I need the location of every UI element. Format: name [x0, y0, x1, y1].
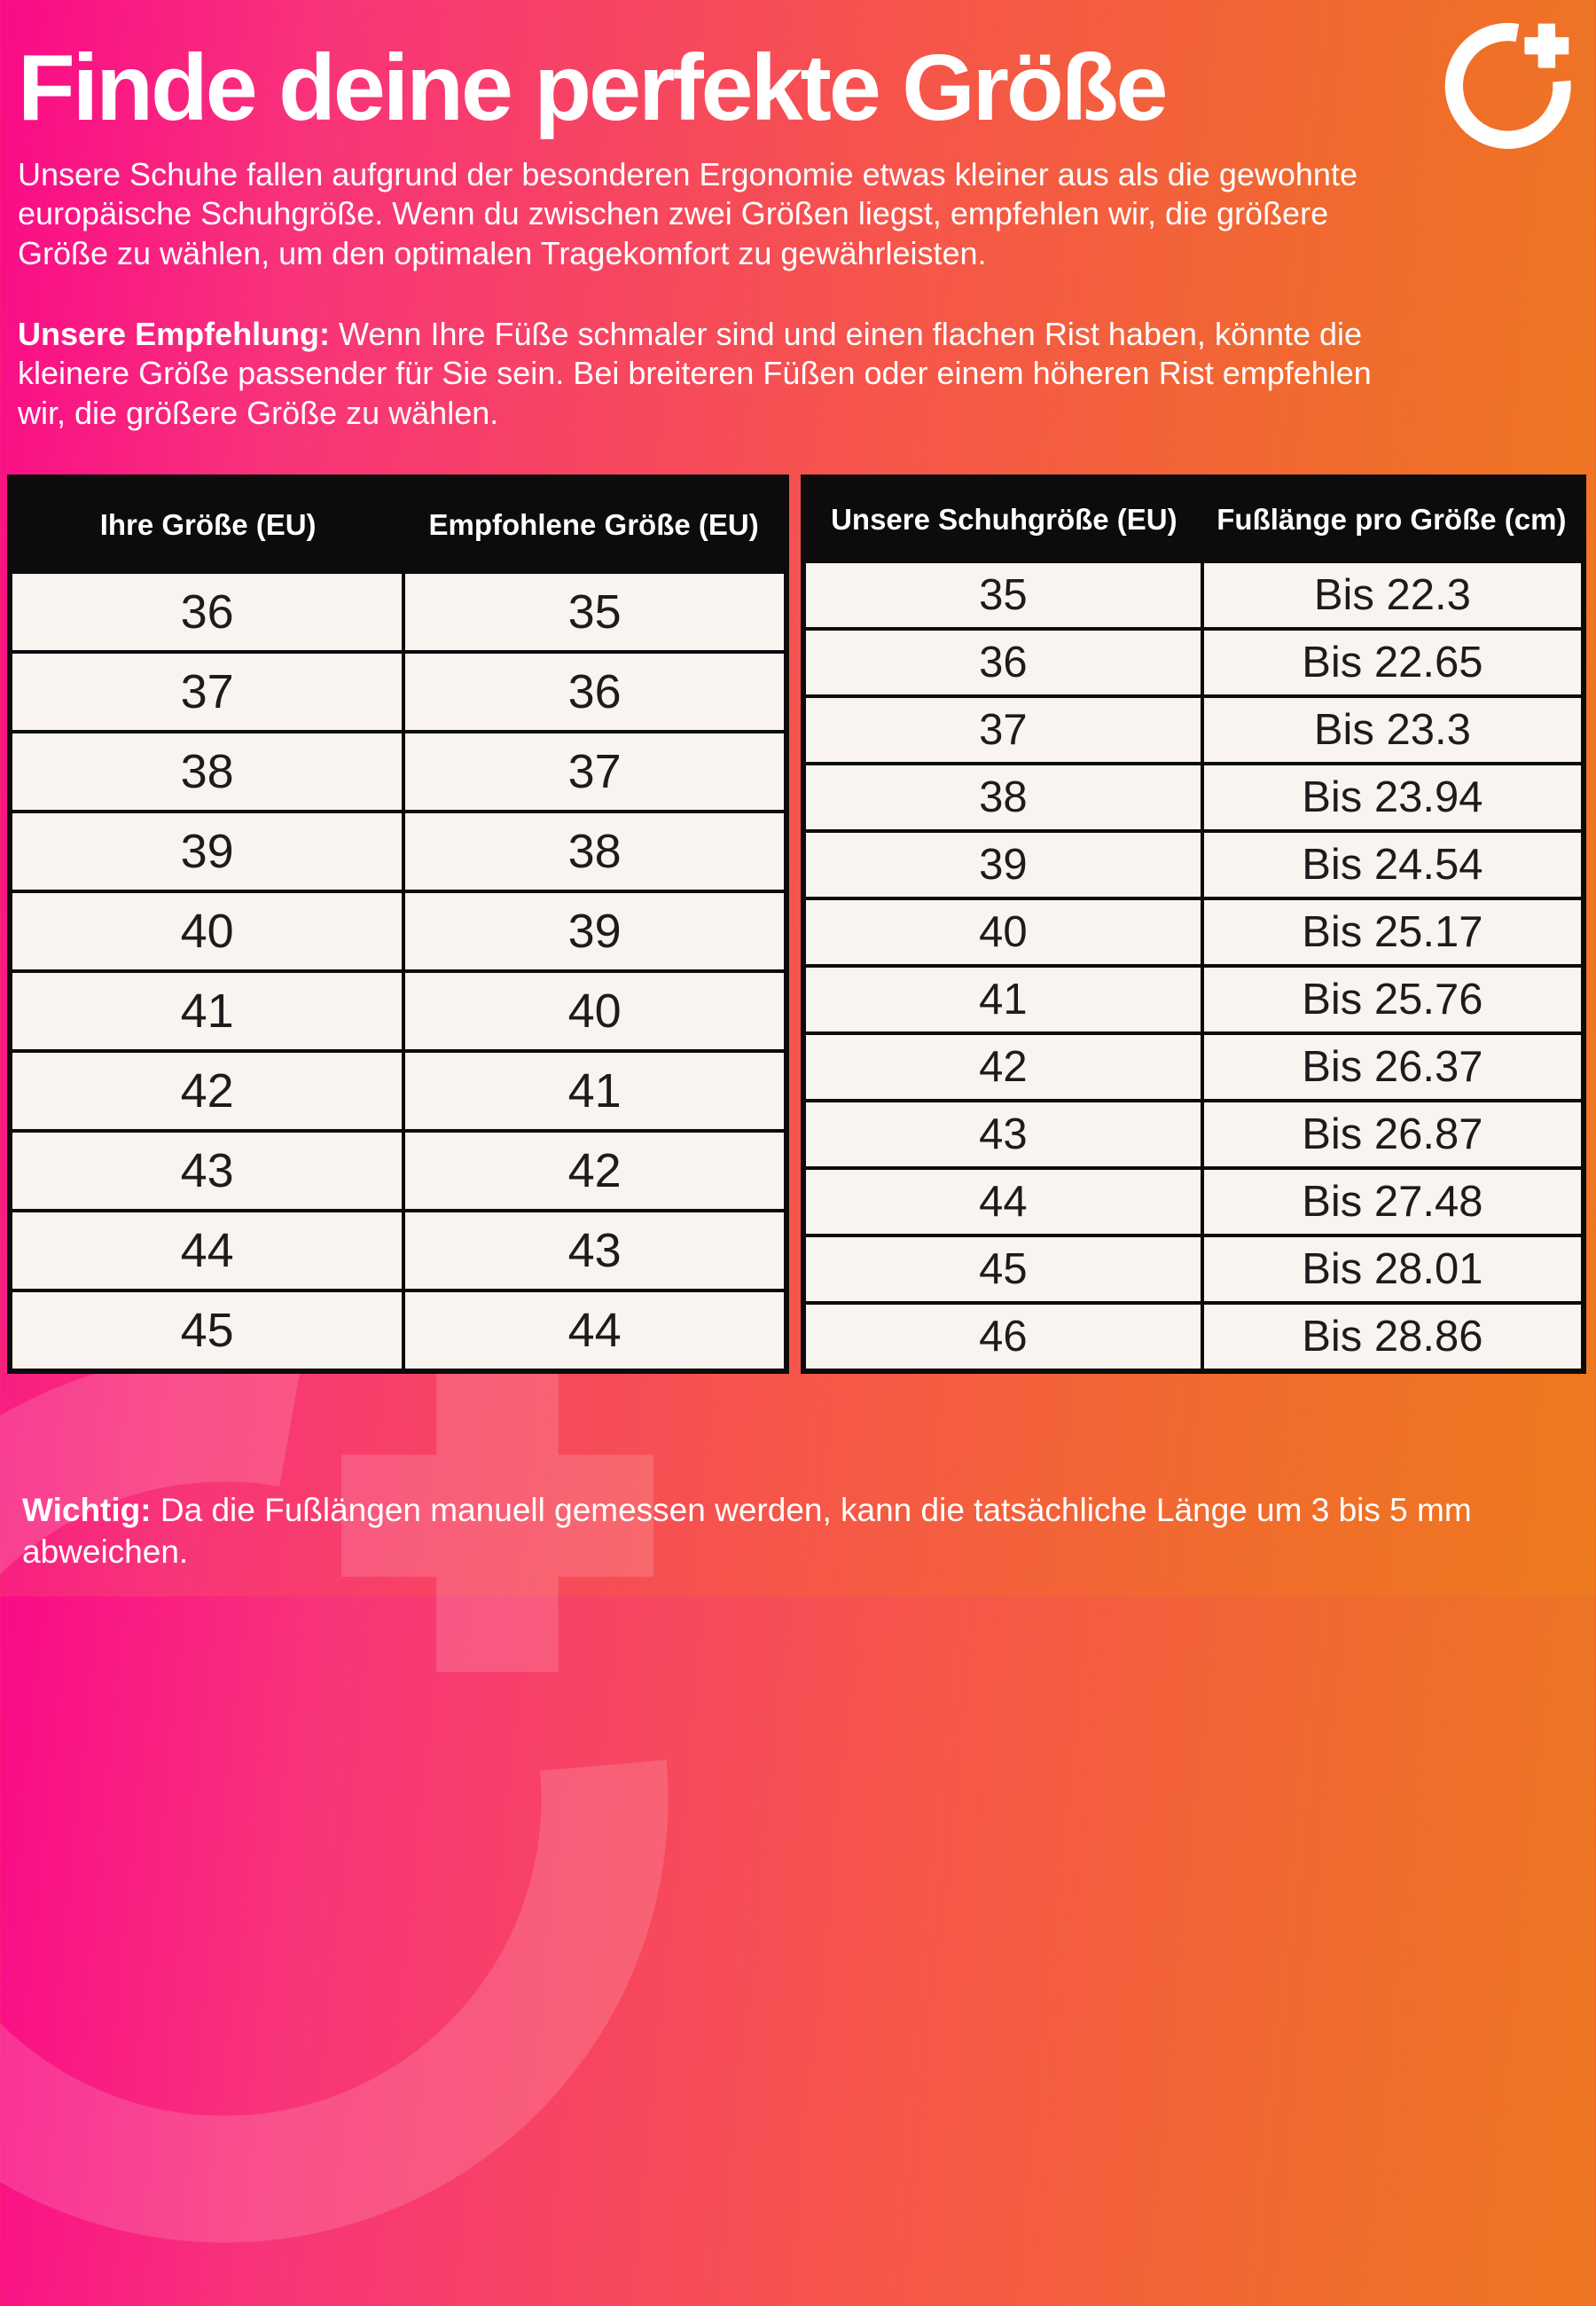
note-label: Wichtig: — [22, 1492, 152, 1528]
foot-length-cell: Bis 27.48 — [1200, 1166, 1586, 1237]
table-row: 45 Bis 28.01 — [802, 1234, 1586, 1305]
your-size-cell: 45 — [7, 1288, 406, 1374]
table-row: 40 39 — [7, 889, 788, 973]
table-row: 43 42 — [7, 1128, 788, 1212]
your-size-cell: 36 — [7, 570, 406, 654]
table-row: 37 Bis 23.3 — [802, 694, 1586, 765]
circle-plus-logo-icon — [1444, 22, 1571, 149]
recommendation-paragraph: Unsere Empfehlung: Wenn Ihre Füße schmal… — [18, 315, 1405, 434]
page-content: Finde deine perfekte Größe Unsere Schuhe… — [0, 0, 1596, 433]
foot-length-cell: Bis 25.76 — [1200, 964, 1586, 1035]
your-size-cell: 39 — [7, 809, 406, 893]
table-head: Unsere Schuhgröße (EU) Fußlänge pro Größ… — [803, 477, 1584, 561]
table-row: 38 Bis 23.94 — [802, 762, 1586, 833]
recommended-size-cell: 41 — [402, 1048, 788, 1133]
shoe-size-cell: 44 — [802, 1166, 1204, 1237]
table-row: 43 Bis 26.87 — [802, 1099, 1586, 1170]
foot-length-cell: Bis 23.94 — [1200, 762, 1586, 833]
shoe-size-cell: 37 — [802, 694, 1204, 765]
brand-watermark-circle-plus-icon — [0, 1354, 669, 2243]
foot-length-table: Unsere Schuhgröße (EU) Fußlänge pro Größ… — [801, 475, 1586, 1374]
table-row: 39 38 — [7, 809, 788, 893]
column-header-recommended-size: Empfohlene Größe (EU) — [403, 477, 786, 572]
table-row: 35 Bis 22.3 — [802, 560, 1586, 631]
table-row: 36 Bis 22.65 — [802, 627, 1586, 698]
your-size-cell: 42 — [7, 1048, 406, 1133]
recommended-size-cell: 40 — [402, 969, 788, 1053]
table-body: 36 35 37 36 38 37 39 38 — [7, 570, 788, 1374]
shoe-size-cell: 41 — [802, 964, 1204, 1035]
shoe-size-cell: 36 — [802, 627, 1204, 698]
shoe-size-cell: 39 — [802, 829, 1204, 900]
foot-length-cell: Bis 26.37 — [1200, 1031, 1586, 1102]
column-header-our-shoe-size: Unsere Schuhgröße (EU) — [803, 477, 1202, 561]
table-row: 44 Bis 27.48 — [802, 1166, 1586, 1237]
table-row: 42 Bis 26.37 — [802, 1031, 1586, 1102]
foot-length-cell: Bis 22.3 — [1200, 560, 1586, 631]
header-row: Unsere Schuhgröße (EU) Fußlänge pro Größ… — [803, 477, 1584, 561]
shoe-size-cell: 42 — [802, 1031, 1204, 1102]
table-row: 40 Bis 25.17 — [802, 897, 1586, 968]
important-note: Wichtig: Da die Fußlängen manuell gemess… — [22, 1490, 1556, 1573]
table-row: 36 35 — [7, 570, 788, 654]
foot-length-cell: Bis 24.54 — [1200, 829, 1586, 900]
table-row: 41 40 — [7, 969, 788, 1053]
table-row: 45 44 — [7, 1288, 788, 1374]
foot-length-cell: Bis 28.01 — [1200, 1234, 1586, 1305]
table-head: Ihre Größe (EU) Empfohlene Größe (EU) — [10, 477, 786, 572]
recommendation-text: Wenn Ihre Füße schmaler sind und einen f… — [18, 315, 1372, 431]
size-conversion-table: Ihre Größe (EU) Empfohlene Größe (EU) 36… — [7, 475, 789, 1374]
intro-paragraph: Unsere Schuhe fallen aufgrund der besond… — [18, 155, 1357, 271]
table-body: 35 Bis 22.3 36 Bis 22.65 37 Bis 23.3 38 … — [802, 560, 1586, 1373]
table-row: 42 41 — [7, 1048, 788, 1133]
column-header-your-size: Ihre Größe (EU) — [10, 477, 404, 572]
your-size-cell: 40 — [7, 889, 406, 973]
brand-logo — [1435, 20, 1573, 158]
your-size-cell: 43 — [7, 1128, 406, 1212]
foot-length-cell: Bis 26.87 — [1200, 1099, 1586, 1170]
shoe-size-cell: 40 — [802, 897, 1204, 968]
table-row: 37 36 — [7, 649, 788, 733]
note-text: Da die Fußlängen manuell gemessen werden… — [22, 1492, 1472, 1570]
foot-length-cell: Bis 23.3 — [1200, 694, 1586, 765]
shoe-size-cell: 45 — [802, 1234, 1204, 1305]
your-size-cell: 37 — [7, 649, 406, 733]
shoe-size-cell: 46 — [802, 1301, 1204, 1373]
table-row: 39 Bis 24.54 — [802, 829, 1586, 900]
foot-length-cell: Bis 22.65 — [1200, 627, 1586, 698]
foot-length-cell: Bis 28.86 — [1200, 1301, 1586, 1373]
your-size-cell: 41 — [7, 969, 406, 1053]
size-tables-section: Ihre Größe (EU) Empfohlene Größe (EU) 36… — [7, 475, 1586, 1374]
recommended-size-cell: 42 — [402, 1128, 788, 1212]
recommended-size-cell: 39 — [402, 889, 788, 973]
recommended-size-cell: 37 — [402, 729, 788, 813]
recommended-size-cell: 43 — [402, 1208, 788, 1292]
shoe-size-cell: 43 — [802, 1099, 1204, 1170]
recommended-size-cell: 38 — [402, 809, 788, 893]
foot-length-cell: Bis 25.17 — [1200, 897, 1586, 968]
recommended-size-cell: 44 — [402, 1288, 788, 1374]
column-header-foot-length: Fußlänge pro Größe (cm) — [1201, 477, 1584, 561]
recommendation-label: Unsere Empfehlung: — [18, 315, 331, 352]
shoe-size-cell: 38 — [802, 762, 1204, 833]
page-title: Finde deine perfekte Größe — [18, 35, 1168, 140]
table-row: 38 37 — [7, 729, 788, 813]
header-row: Ihre Größe (EU) Empfohlene Größe (EU) — [10, 477, 786, 572]
table-row: 46 Bis 28.86 — [802, 1301, 1586, 1373]
your-size-cell: 38 — [7, 729, 406, 813]
table-row: 41 Bis 25.76 — [802, 964, 1586, 1035]
shoe-size-cell: 35 — [802, 560, 1204, 631]
your-size-cell: 44 — [7, 1208, 406, 1292]
table-row: 44 43 — [7, 1208, 788, 1292]
recommended-size-cell: 36 — [402, 649, 788, 733]
recommended-size-cell: 35 — [402, 570, 788, 654]
